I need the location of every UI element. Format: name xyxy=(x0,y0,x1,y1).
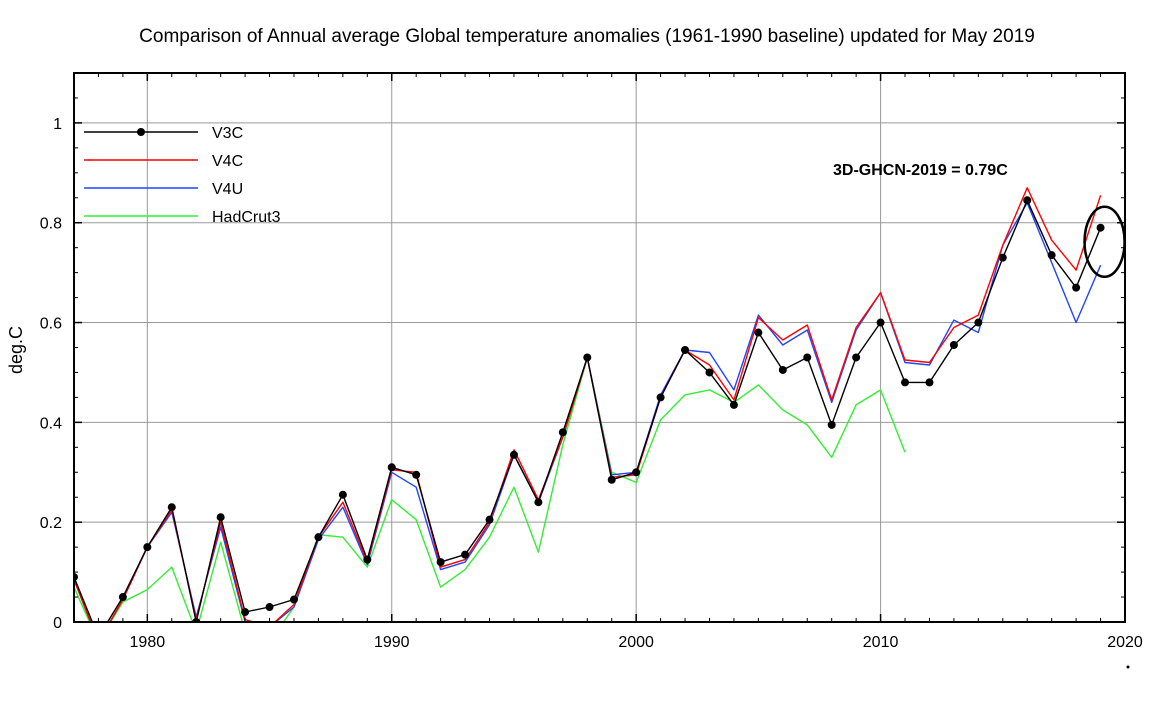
series-line-hadcrut3 xyxy=(74,356,906,622)
grid xyxy=(74,73,1125,622)
legend-label-v3c: V3C xyxy=(212,125,243,142)
data-point-v3c-2018 xyxy=(1072,283,1081,292)
data-point-v3c-1980 xyxy=(143,543,152,552)
x-tick-label-2000: 2000 xyxy=(618,634,654,651)
legend-label-v4c: V4C xyxy=(212,153,243,170)
data-point-v3c-1996 xyxy=(534,498,543,507)
data-point-v3c-2016 xyxy=(1023,196,1032,205)
data-point-v3c-1979 xyxy=(118,593,127,602)
data-point-v3c-1983 xyxy=(216,513,225,522)
y-axis-label: deg.C xyxy=(6,326,26,374)
data-point-v3c-1992 xyxy=(436,558,445,567)
data-point-v3c-2012 xyxy=(925,378,934,387)
data-point-v3c-1987 xyxy=(314,533,323,542)
highlight-ellipse xyxy=(1083,205,1126,278)
data-point-v3c-2017 xyxy=(1047,251,1056,260)
chart-title: Comparison of Annual average Global temp… xyxy=(139,26,1035,47)
data-point-v3c-1989 xyxy=(363,555,372,564)
series-layer xyxy=(74,187,1105,641)
data-point-v3c-1988 xyxy=(338,490,347,499)
y-tick-label-2: 0.4 xyxy=(40,415,62,432)
annotation-3d-ghcn-2019: 3D-GHCN-2019 = 0.79C xyxy=(833,162,1008,179)
data-point-v3c-2015 xyxy=(998,253,1007,262)
legend-label-v4u: V4U xyxy=(212,181,243,198)
data-point-v3c-2007 xyxy=(803,353,812,362)
y-tick-label-5: 1 xyxy=(53,116,62,133)
data-point-v3c-1991 xyxy=(412,470,421,479)
data-point-v3c-2005 xyxy=(754,328,763,337)
data-point-v3c-2011 xyxy=(901,378,910,387)
x-tick-label-1990: 1990 xyxy=(374,634,410,651)
data-point-v3c-1993 xyxy=(461,550,470,559)
legend-marker-v3c xyxy=(137,128,145,136)
x-tick-label-2020: 2020 xyxy=(1107,634,1143,651)
ticks: 1980 1990 2000 2010 2020 0 0.2 0.4 0.6 0.8 1 xyxy=(40,73,1143,651)
data-point-v3c-2004 xyxy=(729,400,738,409)
data-point-v3c-1994 xyxy=(485,515,494,524)
data-point-v3c-1981 xyxy=(167,503,176,512)
y-tick-label-1: 0.2 xyxy=(40,515,62,532)
data-point-v3c-1984 xyxy=(241,608,250,617)
y-tick-label-4: 0.8 xyxy=(40,216,62,233)
data-point-v3c-1990 xyxy=(387,463,396,472)
data-point-v3c-2008 xyxy=(827,420,836,429)
data-point-v3c-1985 xyxy=(265,603,274,612)
data-point-v3c-2010 xyxy=(876,318,885,327)
data-point-v3c-2002 xyxy=(681,345,690,354)
data-point-v3c-1999 xyxy=(607,475,616,484)
data-point-v3c-1978 xyxy=(94,633,102,641)
x-tick-label-1980: 1980 xyxy=(130,634,166,651)
series-line-v4c xyxy=(74,187,1102,622)
legend-label-hadcrut3: HadCrut3 xyxy=(212,209,281,226)
data-point-v3c-2019 xyxy=(1096,223,1105,232)
data-point-v3c-1995 xyxy=(509,450,518,459)
data-point-v3c-2013 xyxy=(949,341,958,350)
x-tick-label-2010: 2010 xyxy=(863,634,899,651)
data-point-v3c-2014 xyxy=(974,318,983,327)
data-point-v3c-1998 xyxy=(583,353,592,362)
data-point-v3c-2000 xyxy=(632,468,641,477)
data-point-v3c-2009 xyxy=(852,353,861,362)
legend: V3C V4C V4U HadCrut3 xyxy=(84,125,281,226)
data-point-v3c-1997 xyxy=(558,428,567,437)
data-point-v3c-1986 xyxy=(289,595,298,604)
data-point-v3c-2003 xyxy=(705,368,714,377)
data-point-v3c-2006 xyxy=(778,365,787,374)
corner-dot xyxy=(1126,665,1130,669)
data-point-v3c-2001 xyxy=(656,393,665,402)
y-tick-label-3: 0.6 xyxy=(40,316,62,333)
y-tick-label-0: 0 xyxy=(53,615,62,632)
